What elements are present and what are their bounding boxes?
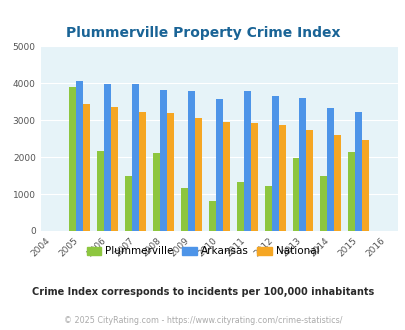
Legend: Plummerville, Arkansas, National: Plummerville, Arkansas, National	[82, 242, 323, 260]
Text: © 2025 CityRating.com - https://www.cityrating.com/crime-statistics/: © 2025 CityRating.com - https://www.city…	[64, 316, 341, 325]
Bar	[188, 91, 194, 231]
Bar	[208, 201, 215, 231]
Text: Plummerville Property Crime Index: Plummerville Property Crime Index	[66, 26, 339, 40]
Bar	[320, 177, 326, 231]
Bar	[83, 104, 90, 231]
Bar	[250, 123, 257, 231]
Bar	[271, 96, 278, 231]
Bar	[236, 182, 243, 231]
Bar	[180, 187, 188, 231]
Bar	[292, 158, 299, 231]
Bar	[132, 84, 139, 231]
Bar	[194, 118, 201, 231]
Bar	[125, 176, 132, 231]
Bar	[326, 108, 334, 231]
Bar	[215, 99, 222, 231]
Bar	[111, 107, 118, 231]
Bar	[264, 186, 271, 231]
Bar	[306, 130, 313, 231]
Bar	[97, 150, 104, 231]
Bar	[361, 140, 369, 231]
Bar	[334, 135, 341, 231]
Bar	[139, 112, 146, 231]
Bar	[222, 122, 229, 231]
Bar	[69, 87, 76, 231]
Bar	[76, 81, 83, 231]
Bar	[160, 90, 166, 231]
Bar	[299, 98, 306, 231]
Bar	[104, 84, 111, 231]
Bar	[278, 125, 285, 231]
Bar	[153, 153, 160, 231]
Bar	[354, 112, 361, 231]
Bar	[166, 113, 173, 231]
Bar	[347, 152, 354, 231]
Bar	[243, 91, 250, 231]
Text: Crime Index corresponds to incidents per 100,000 inhabitants: Crime Index corresponds to incidents per…	[32, 287, 373, 297]
